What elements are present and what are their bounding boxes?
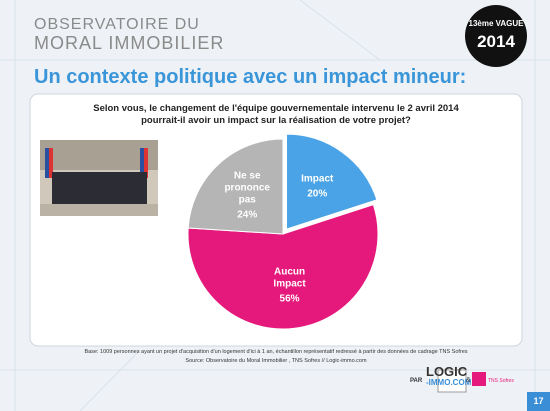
slice-value: 20% bbox=[307, 188, 328, 200]
page-number: 17 bbox=[533, 396, 544, 406]
pie-slice bbox=[187, 138, 284, 235]
pie-slice bbox=[286, 133, 378, 230]
question: Selon vous, le changement de l'équipe go… bbox=[30, 103, 522, 127]
question-line: Selon vous, le changement de l'équipe go… bbox=[93, 103, 459, 114]
logo-text: PAR bbox=[410, 378, 423, 384]
badge-text: 13ème VAGUE bbox=[468, 19, 524, 28]
slice-label: Impact 20% bbox=[287, 173, 347, 200]
question-line: pourrait-il avoir un impact sur la réali… bbox=[141, 115, 411, 126]
source: Source: Observatoire du Moral Immobilier… bbox=[185, 358, 367, 364]
slide-title: Un contexte politique avec un impact min… bbox=[34, 66, 467, 88]
logo-text: -IMMO.COM bbox=[426, 378, 472, 387]
brand-line: MORAL IMMOBILIER bbox=[34, 33, 225, 53]
photo bbox=[40, 140, 158, 216]
slice-value: 56% bbox=[279, 293, 300, 305]
slice-category: Impact bbox=[301, 173, 334, 185]
footnote: Base: 1009 personnes ayant un projet d'a… bbox=[84, 349, 468, 355]
slice-category: Aucun Impact bbox=[273, 266, 306, 290]
badge-year: 2014 bbox=[477, 32, 515, 51]
pie-slice bbox=[187, 204, 379, 330]
logo-text: TNS Sofres bbox=[488, 378, 514, 384]
slice-value: 24% bbox=[237, 209, 258, 221]
logo-text: LOGIC bbox=[426, 364, 468, 379]
logo-text: & bbox=[466, 377, 471, 384]
slice-label: Ne se prononce pas 24% bbox=[217, 170, 277, 221]
slice-label: Aucun Impact 56% bbox=[260, 266, 320, 305]
brand-line: OBSERVATOIRE DU bbox=[34, 16, 200, 33]
slice-category: Ne se prononce pas bbox=[224, 170, 270, 206]
